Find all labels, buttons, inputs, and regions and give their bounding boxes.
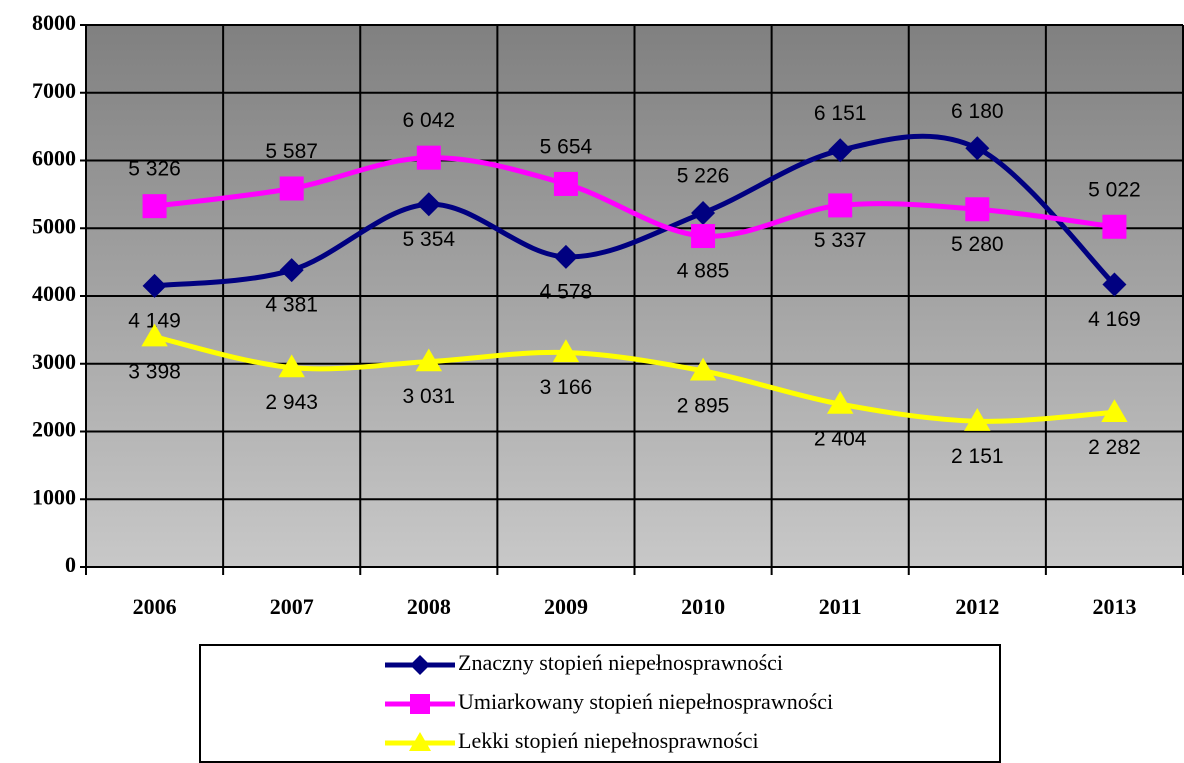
y-tick-label: 0 [65, 552, 76, 577]
marker [410, 694, 430, 714]
marker [826, 390, 854, 414]
data-label: 2 943 [265, 391, 318, 414]
data-label: 5 354 [403, 228, 456, 251]
y-tick-label: 1000 [32, 484, 76, 509]
data-label: 3 398 [128, 360, 181, 383]
marker [691, 224, 716, 249]
data-label: 3 031 [403, 385, 456, 408]
data-label: 2 895 [677, 394, 730, 417]
x-tick-label: 2006 [133, 594, 177, 619]
data-label: 4 169 [1088, 308, 1141, 331]
marker [965, 136, 990, 161]
x-tick-label: 2008 [407, 594, 451, 619]
data-label: 2 151 [951, 445, 1004, 468]
data-label: 6 042 [403, 109, 456, 132]
data-label: 4 885 [677, 260, 730, 283]
x-tick-label: 2009 [544, 594, 588, 619]
data-label: 6 151 [814, 102, 867, 125]
data-label: 6 180 [951, 100, 1004, 123]
data-label: 5 337 [814, 229, 867, 252]
marker [415, 348, 443, 372]
marker [410, 655, 430, 675]
data-label: 5 326 [128, 158, 181, 181]
marker [416, 145, 441, 170]
marker [553, 244, 578, 269]
marker [552, 339, 580, 363]
data-label: 5 654 [540, 135, 593, 158]
legend-label: Znaczny stopień niepełnosprawności [458, 650, 783, 675]
x-tick-label: 2011 [819, 594, 862, 619]
marker [278, 354, 305, 378]
marker [409, 732, 431, 751]
y-tick-label: 6000 [32, 146, 76, 171]
marker [691, 200, 716, 225]
y-tick-label: 2000 [32, 417, 76, 442]
marker [689, 357, 717, 381]
marker [416, 192, 441, 217]
legend-label: Lekki stopień niepełnosprawności [458, 728, 759, 753]
marker [828, 193, 853, 218]
marker [553, 171, 578, 196]
marker [142, 273, 167, 298]
marker [279, 176, 304, 201]
data-label: 5 280 [951, 233, 1004, 256]
legend-box [199, 644, 1001, 763]
marker [965, 197, 990, 222]
marker [1102, 272, 1127, 297]
data-label: 3 166 [540, 376, 593, 399]
marker [828, 138, 853, 163]
data-label: 5 022 [1088, 178, 1141, 201]
marker [1101, 399, 1128, 422]
data-label: 4 381 [265, 294, 318, 317]
series-line [154, 334, 1115, 424]
marker [1102, 214, 1127, 239]
y-tick-label: 4000 [32, 281, 76, 306]
y-tick-label: 5000 [32, 213, 76, 238]
series-line [154, 155, 1115, 239]
data-label: 2 404 [814, 428, 867, 451]
x-tick-label: 2010 [681, 594, 725, 619]
x-tick-label: 2012 [955, 594, 999, 619]
data-label: 4 149 [128, 309, 181, 332]
legend-label: Umiarkowany stopień niepełnosprawności [458, 689, 833, 714]
data-label: 5 587 [265, 140, 318, 163]
marker [141, 323, 168, 347]
y-tick-label: 3000 [32, 349, 76, 374]
marker [279, 258, 304, 283]
y-tick-label: 8000 [32, 10, 76, 35]
marker [964, 408, 991, 431]
x-tick-label: 2007 [270, 594, 314, 619]
data-label: 2 282 [1088, 436, 1141, 459]
data-label: 5 226 [677, 164, 730, 187]
marker [142, 194, 167, 219]
data-label: 4 578 [540, 280, 593, 303]
x-tick-label: 2013 [1092, 594, 1136, 619]
y-tick-label: 7000 [32, 78, 76, 103]
